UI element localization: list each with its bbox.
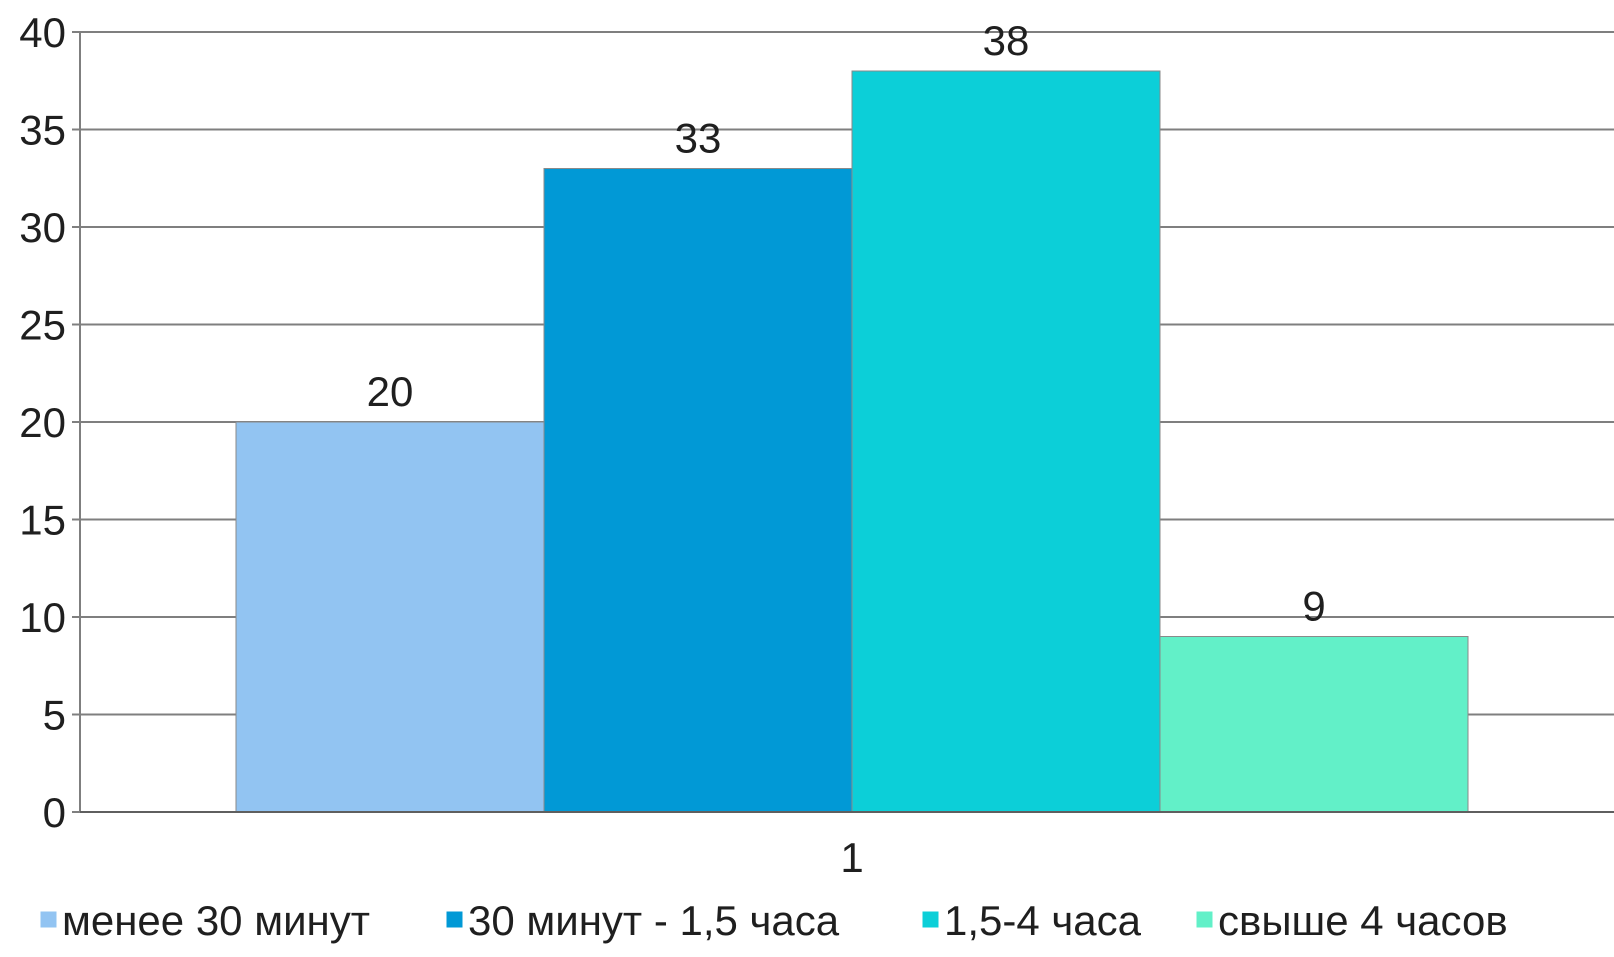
y-tick-label: 10	[19, 594, 66, 641]
y-tick-label: 40	[19, 9, 66, 56]
y-tick-label: 15	[19, 497, 66, 544]
y-tick-label: 20	[19, 399, 66, 446]
legend-swatch	[39, 910, 58, 929]
legend-label: свыше 4 часов	[1218, 897, 1508, 944]
y-tick-label: 30	[19, 204, 66, 251]
x-category-label: 1	[840, 834, 863, 881]
data-label: 9	[1302, 583, 1325, 630]
legend-label: менее 30 минут	[62, 897, 370, 944]
legend-item-3: 1,5-4 часа	[921, 897, 1142, 944]
legend-label: 30 минут - 1,5 часа	[468, 897, 840, 944]
axes: 0 5 10 15 20 25 30 35 40 1	[19, 9, 1614, 881]
bars	[235, 70, 1469, 813]
bar-series-4	[1159, 636, 1469, 813]
y-tick-label: 35	[19, 107, 66, 154]
data-labels: 20 33 38 9	[367, 17, 1326, 630]
data-label: 20	[367, 368, 414, 415]
legend-swatch	[445, 910, 464, 929]
legend-item-4: свыше 4 часов	[1195, 897, 1508, 944]
legend-label: 1,5-4 часа	[944, 897, 1142, 944]
bar-series-1	[235, 421, 545, 813]
legend-item-2: 30 минут - 1,5 часа	[445, 897, 840, 944]
bar-series-3	[851, 70, 1161, 813]
legend-item-1: менее 30 минут	[39, 897, 370, 944]
y-tick-label: 0	[43, 789, 66, 836]
legend: менее 30 минут 30 минут - 1,5 часа 1,5-4 ч…	[39, 897, 1508, 944]
data-label: 33	[675, 115, 722, 162]
legend-swatch	[1195, 910, 1214, 929]
data-label: 38	[983, 17, 1030, 64]
bar-series-2	[543, 168, 853, 813]
y-tick-label: 5	[43, 692, 66, 739]
y-tick-label: 25	[19, 302, 66, 349]
legend-swatch	[921, 910, 940, 929]
